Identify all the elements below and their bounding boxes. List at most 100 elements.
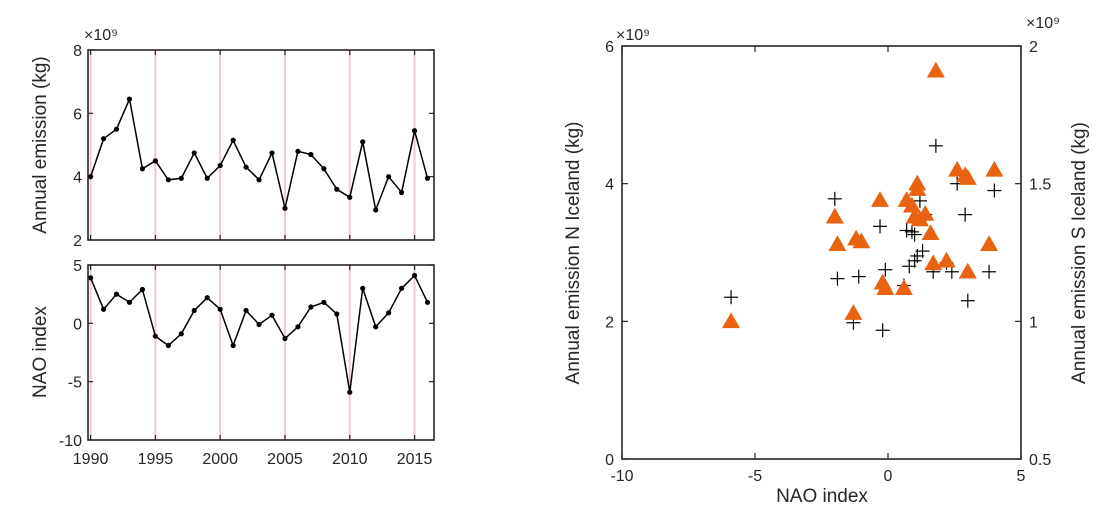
data-point xyxy=(295,148,301,154)
north-iceland-point xyxy=(912,193,927,208)
south-iceland-point xyxy=(844,304,863,320)
y-tick-label: 5 xyxy=(73,258,82,275)
x-tick-label: 2005 xyxy=(267,451,303,468)
north-iceland-point xyxy=(878,262,893,277)
data-point xyxy=(113,126,120,132)
y-tick-label: -10 xyxy=(59,433,82,450)
south-iceland-point xyxy=(722,312,741,329)
x-tick-label: 2010 xyxy=(332,451,368,468)
y-tick-label: -5 xyxy=(68,375,82,392)
data-point xyxy=(243,307,249,314)
scatter-left-multiplier: ×10⁹ xyxy=(616,27,650,44)
data-point xyxy=(191,307,197,314)
north-iceland-point xyxy=(907,253,922,268)
right-y-tick-label: 2 xyxy=(1029,39,1038,56)
north-iceland-point xyxy=(873,219,888,234)
north-iceland-point xyxy=(902,259,917,274)
south-iceland-point xyxy=(825,207,844,224)
series-line xyxy=(89,96,429,213)
left-y-tick-label: 2 xyxy=(605,314,614,331)
data-point xyxy=(87,174,94,180)
data-point xyxy=(399,189,405,196)
south-iceland-point xyxy=(852,232,871,249)
scatter-right-y-axis-label: Annual emission S Iceland (kg) xyxy=(1069,122,1090,384)
south-iceland-point xyxy=(937,251,956,268)
data-point xyxy=(100,306,107,312)
north-iceland-point xyxy=(899,223,914,238)
data-point xyxy=(411,128,418,134)
x-tick-label: -10 xyxy=(610,468,633,485)
data-point xyxy=(360,139,366,145)
north-iceland-point xyxy=(851,269,866,284)
data-point xyxy=(217,162,223,169)
data-point xyxy=(204,175,210,181)
right-y-tick-label: 1 xyxy=(1029,314,1038,331)
north-iceland-point xyxy=(958,207,973,222)
south-iceland-point xyxy=(958,262,977,279)
south-iceland-point xyxy=(894,279,913,296)
data-point xyxy=(152,333,158,339)
emission-multiplier: ×10⁹ xyxy=(84,27,118,44)
data-point xyxy=(282,335,288,342)
y-tick-label: 2 xyxy=(73,233,82,250)
north-iceland-point xyxy=(982,264,997,279)
data-point xyxy=(230,137,236,143)
north-iceland-point xyxy=(724,290,739,305)
data-point xyxy=(126,299,133,305)
south-iceland-point xyxy=(828,235,847,251)
north-iceland-point xyxy=(928,138,943,153)
south-iceland-point xyxy=(924,254,943,271)
scatter-right-multiplier: ×10⁹ xyxy=(1026,15,1060,32)
scatter-plot-frame xyxy=(621,45,1022,460)
data-point xyxy=(165,342,171,349)
right-y-tick-label: 1.5 xyxy=(1029,177,1051,194)
x-tick-label: 5 xyxy=(1017,468,1026,485)
data-point xyxy=(165,177,171,183)
data-point xyxy=(126,96,133,102)
x-tick-label: 2000 xyxy=(202,451,238,468)
north-iceland-point xyxy=(907,227,922,242)
x-tick-label: 0 xyxy=(884,468,893,485)
x-tick-label: 2015 xyxy=(397,451,433,468)
data-point xyxy=(243,164,249,170)
left-y-tick-label: 4 xyxy=(605,177,614,194)
data-point xyxy=(217,306,223,312)
data-point xyxy=(308,151,314,158)
scatter-x-axis-label: NAO index xyxy=(776,486,868,507)
south-iceland-point xyxy=(980,235,999,251)
north-iceland-point xyxy=(960,293,975,308)
north-iceland-point xyxy=(830,271,845,286)
y-tick-label: 8 xyxy=(73,43,82,60)
data-point xyxy=(139,166,146,172)
data-point xyxy=(139,286,146,293)
left-y-tick-label: 0 xyxy=(605,452,614,469)
nao-timeseries-panel: -10 -5 0 5 1990 1995 2000 2005 2010 2015 NAO inde… xyxy=(30,258,435,468)
data-point xyxy=(87,275,94,281)
data-point xyxy=(178,331,184,337)
south-iceland-point xyxy=(921,224,940,240)
emission-timeseries-panel: 2 4 6 8 ×10⁹ Annual emission (kg) xyxy=(30,27,435,250)
data-point xyxy=(269,150,275,156)
south-iceland-point xyxy=(902,196,921,213)
south-iceland-point xyxy=(958,169,977,185)
y-tick-label: 4 xyxy=(73,170,82,187)
data-point xyxy=(373,324,379,330)
x-tick-label: 1995 xyxy=(138,451,174,468)
x-tick-label: -5 xyxy=(748,468,762,485)
north-iceland-point xyxy=(827,191,842,206)
data-point xyxy=(334,311,340,317)
data-point xyxy=(256,177,262,183)
data-point xyxy=(256,321,262,328)
data-point xyxy=(347,389,353,395)
data-point xyxy=(386,310,392,316)
data-point xyxy=(269,312,275,318)
nao-y-axis-label: NAO index xyxy=(30,306,51,398)
data-point xyxy=(152,158,158,164)
data-point xyxy=(373,207,379,213)
north-iceland-point xyxy=(915,244,930,259)
data-point xyxy=(113,291,120,297)
data-point xyxy=(334,186,340,192)
south-iceland-point xyxy=(908,180,927,196)
